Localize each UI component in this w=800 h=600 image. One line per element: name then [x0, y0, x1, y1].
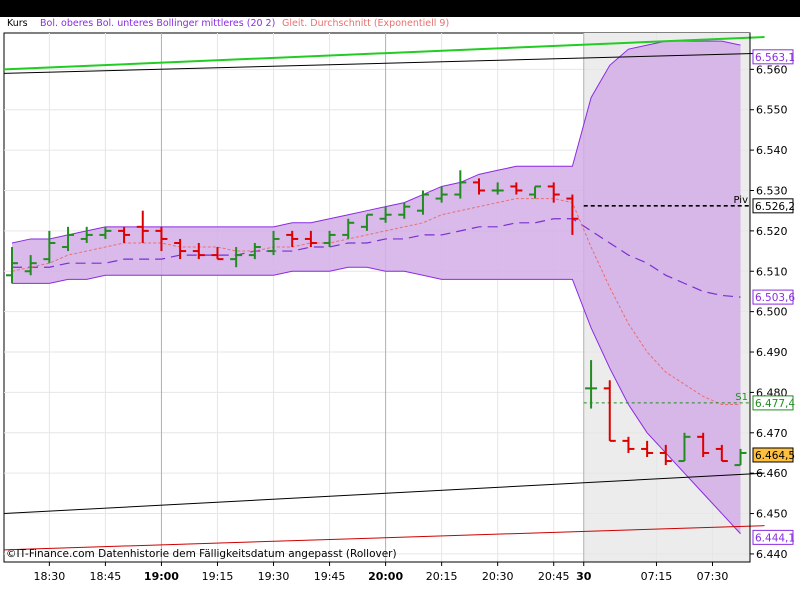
channel-line-lower-black [3, 472, 765, 515]
candle [566, 194, 579, 235]
candle [230, 247, 243, 268]
candle [398, 202, 411, 219]
price-label-text: 6.444,1 [755, 532, 795, 544]
candle [211, 247, 224, 261]
y-tick-label: 6.560 [756, 63, 788, 76]
candle [416, 190, 429, 215]
y-tick-label: 6.500 [756, 306, 788, 319]
quote-value: 6.464,5 (-0,78%) [475, 1, 588, 15]
candle [641, 440, 654, 458]
candle [342, 218, 355, 239]
price-label-box [752, 395, 794, 411]
x-tick-label: 19:15 [202, 570, 234, 583]
candle [267, 230, 280, 256]
candle [174, 238, 187, 260]
candle [697, 432, 710, 458]
x-tick-label: 19:30 [258, 570, 290, 583]
candle [323, 230, 336, 248]
interval-label: 5 Minuten [576, 1, 645, 15]
channel-line-red [3, 525, 765, 551]
y-tick-label: 6.470 [756, 427, 788, 440]
x-tick-label: 20:30 [482, 570, 514, 583]
candle [715, 444, 728, 463]
price-label-text: 6.563,1 [755, 52, 795, 64]
legend-bollinger: Bol. oberes Bol. unteres Bollinger mittl… [40, 18, 276, 29]
legend-ema: Gleit. Durchschnitt (Exponentiell 9) [282, 18, 450, 29]
y-tick-label: 6.440 [756, 548, 788, 561]
x-tick-label: 18:45 [90, 570, 122, 583]
candle [603, 380, 616, 442]
bollinger-lower-line [12, 266, 741, 535]
x-tick-label: 07:15 [641, 570, 673, 583]
price-label-text: 6.503,6 [755, 292, 795, 304]
legend-kurs: Kurs [7, 18, 28, 29]
time-label: 7:39 [636, 1, 666, 15]
candle [286, 230, 299, 248]
candle [248, 242, 261, 260]
candle [304, 230, 317, 248]
price-label-text: 6.464,5 [755, 450, 795, 462]
candle [491, 182, 504, 195]
candle [659, 444, 672, 466]
y-tick-label: 6.510 [756, 265, 788, 278]
x-tick-label: 20:00 [368, 570, 403, 583]
channel-line-green [3, 36, 765, 71]
candle [585, 360, 598, 409]
x-tick-label: 20:15 [426, 570, 458, 583]
candle [734, 448, 747, 467]
price-label-text: 6.526,2 [755, 201, 795, 213]
candle [80, 226, 93, 243]
footer-note: ©IT-Finance.com Datenhistorie dem Fällig… [6, 548, 397, 560]
bollinger-band-fill [12, 41, 741, 534]
candle [435, 186, 448, 203]
candle [360, 213, 373, 231]
candle [510, 182, 523, 195]
candle [43, 230, 56, 264]
candle [99, 226, 112, 239]
candle [547, 182, 560, 203]
price-label-box [752, 289, 794, 305]
y-tick-label: 6.530 [756, 184, 788, 197]
level-label-s1: S1 [735, 392, 748, 403]
candle [6, 247, 18, 284]
y-tick-label: 6.450 [756, 508, 788, 521]
header-background [0, 0, 800, 17]
price-label-box [752, 447, 794, 463]
x-tick-label: 07:30 [697, 570, 729, 583]
x-tick-label: 19:45 [314, 570, 346, 583]
candle [192, 242, 205, 260]
candle [136, 210, 149, 243]
x-tick-label: 30 [576, 570, 592, 583]
candle [529, 185, 542, 199]
candle [24, 255, 37, 276]
x-tick-label: 20:45 [538, 570, 570, 583]
y-tick-label: 6.460 [756, 467, 788, 480]
y-tick-label: 6.490 [756, 346, 788, 359]
level-label-piv: Piv [733, 195, 748, 206]
candle [473, 178, 485, 195]
y-tick-label: 6.550 [756, 104, 788, 117]
x-tick-label: 18:30 [34, 570, 66, 583]
price-label-box [752, 529, 794, 545]
candle [678, 432, 691, 463]
channel-line-upper-black [3, 52, 765, 74]
price-label-box [752, 49, 794, 65]
instrument-title: DAX - Germany 30 (EUR 1 Mini Contract) (… [224, 1, 518, 15]
price-label-text: 6.477,4 [755, 398, 795, 410]
candle [155, 226, 168, 252]
y-tick-label: 6.520 [756, 225, 788, 238]
site-title: IT-Finance.com [8, 1, 110, 15]
candle [622, 436, 635, 453]
price-label-box [752, 198, 794, 214]
x-tick-label: 19:00 [144, 570, 179, 583]
ema9-line [11, 198, 741, 406]
candle [62, 226, 75, 252]
candle [118, 226, 131, 243]
y-tick-label: 6.540 [756, 144, 788, 157]
candle [379, 206, 392, 223]
candle [454, 170, 467, 199]
